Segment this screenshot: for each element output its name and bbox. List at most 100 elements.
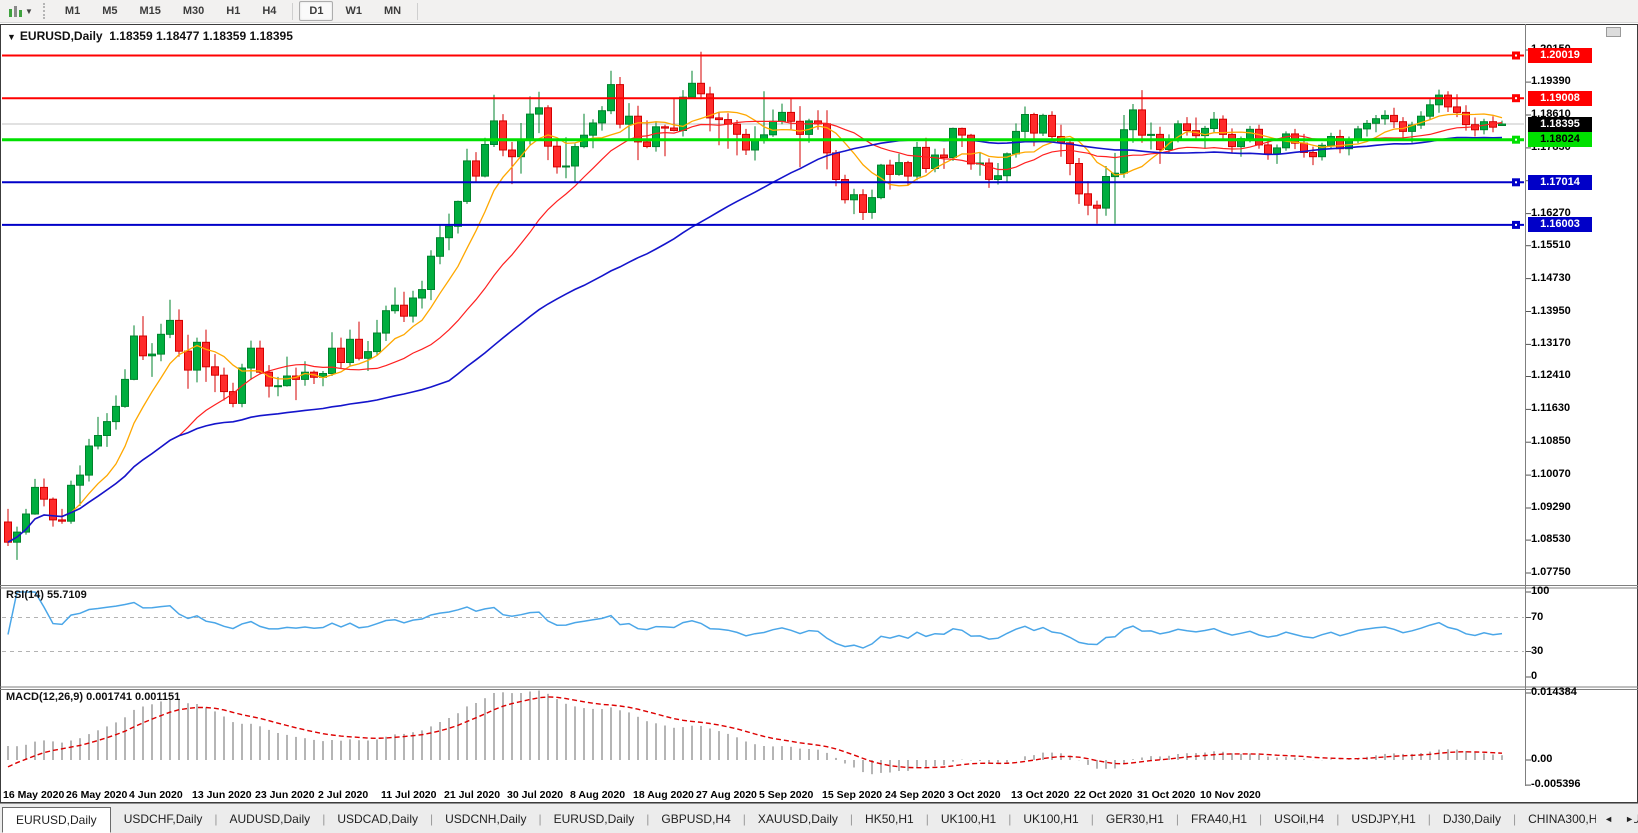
price-axis-tick-label: 1.12410 (1531, 369, 1571, 381)
tab-separator: | (214, 811, 218, 826)
time-axis-date-label: 2 Jul 2020 (318, 789, 369, 801)
time-axis-date-label: 23 Jun 2020 (255, 789, 315, 801)
tab-separator: | (1090, 811, 1094, 826)
timeframe-button-d1[interactable]: D1 (299, 1, 334, 21)
ohlc-low: 1.18359 (202, 29, 247, 43)
timeframe-button-m1[interactable]: M1 (64, 5, 81, 17)
rsi-axis-tick-label: 0 (1531, 670, 1538, 682)
timeframe-button-m30[interactable]: M30 (182, 5, 205, 17)
chart-tab-uk100-h1[interactable]: UK100,H1 (940, 811, 997, 826)
chart-tool-dropdown[interactable]: ▼ (3, 1, 37, 21)
price-axis-tick-label: 1.08530 (1531, 533, 1571, 545)
hline-price-label[interactable]: 1.16003 (1528, 217, 1592, 232)
chart-canvas[interactable] (0, 24, 1638, 786)
time-axis-date-label: 13 Jun 2020 (192, 789, 252, 801)
current-price-label: 1.18395 (1528, 117, 1592, 132)
toolbar-grip-handle[interactable] (42, 3, 46, 19)
tab-separator: | (646, 811, 650, 826)
chart-tab-hk50-h1[interactable]: HK50,H1 (865, 811, 914, 826)
chart-tab-gbpusd-h4[interactable]: GBPUSD,H4 (661, 811, 731, 826)
time-axis-date-label: 8 Aug 2020 (570, 789, 626, 801)
hline-price-label[interactable]: 1.19008 (1528, 91, 1592, 106)
caret-down-icon: ▼ (25, 6, 33, 16)
time-axis-date-label: 5 Sep 2020 (759, 789, 814, 801)
chart-tab-xauusd-daily[interactable]: XAUUSD,Daily (757, 811, 838, 826)
timeframe-button-m5[interactable]: M5 (102, 5, 118, 17)
price-axis-tick-label: 1.13950 (1531, 305, 1571, 317)
tabs-scroll-right-icon[interactable]: ► (1625, 814, 1634, 824)
time-axis-date-label: 31 Oct 2020 (1137, 789, 1196, 801)
time-axis-date-label: 16 May 2020 (3, 789, 65, 801)
tab-separator: | (538, 811, 542, 826)
chart-tab-ger30-h1[interactable]: GER30,H1 (1105, 811, 1164, 826)
scrollbar-stub[interactable] (1606, 27, 1621, 37)
rsi-axis-tick-label: 70 (1531, 611, 1544, 623)
chart-tab-dj30-daily[interactable]: DJ30,Daily (1442, 811, 1501, 826)
hline-price-label[interactable]: 1.18024 (1528, 132, 1592, 147)
rsi-axis-tick-label: 30 (1531, 645, 1544, 657)
tab-separator: | (925, 811, 929, 826)
tab-separator: | (430, 811, 434, 826)
chart-title: ▼ EURUSD,Daily 1.18359 1.18477 1.18359 1.… (7, 29, 293, 43)
time-axis-date-label: 21 Jul 2020 (444, 789, 501, 801)
price-axis-tick-label: 1.13170 (1531, 337, 1571, 349)
chart-tab-usdcad-daily[interactable]: USDCAD,Daily (337, 811, 418, 826)
toolbar-separator (417, 2, 419, 20)
chart-symbol-period: EURUSD,Daily (19, 29, 103, 43)
chart-tab-usdcnh-daily[interactable]: USDCNH,Daily (445, 811, 527, 826)
chart-tab-china300-h1[interactable]: CHINA300,H1 (1528, 811, 1605, 826)
hline-price-label[interactable]: 1.20019 (1528, 48, 1592, 63)
chart-tab-bar: EURUSD,Daily USDCHF,Daily | AUDUSD,Daily | US… (0, 803, 1638, 833)
price-axis-tick-label: 1.07750 (1531, 566, 1571, 578)
chart-tab-audusd-daily[interactable]: AUDUSD,Daily (229, 811, 311, 826)
tab-separator: | (322, 811, 326, 826)
hline-price-label[interactable]: 1.17014 (1528, 175, 1592, 190)
timeframe-button-h4[interactable]: H4 (262, 5, 277, 17)
timeframe-button-h1[interactable]: H1 (226, 5, 241, 17)
toolbar-separator (292, 2, 294, 20)
tab-separator: | (742, 811, 746, 826)
chart-tab-eurusd-daily[interactable]: EURUSD,Daily (2, 807, 111, 833)
candlestick-chart-icon (9, 6, 22, 17)
time-axis-date-label: 24 Sep 2020 (885, 789, 946, 801)
time-axis-date-label: 18 Aug 2020 (633, 789, 694, 801)
macd-indicator-label: MACD(12,26,9) 0.001741 0.001151 (6, 691, 181, 703)
time-axis-date-label: 3 Oct 2020 (948, 789, 1001, 801)
macd-axis-tick-label: 0.014384 (1531, 686, 1577, 698)
time-axis-date-label: 27 Aug 2020 (696, 789, 757, 801)
price-axis-tick-label: 1.15510 (1531, 239, 1571, 251)
timeframe-button-mn[interactable]: MN (383, 5, 402, 17)
ohlc-high: 1.18477 (156, 29, 200, 43)
timeframe-button-m15[interactable]: M15 (139, 5, 161, 17)
price-axis-tick-label: 1.16270 (1531, 207, 1571, 219)
chart-tab-usdchf-daily[interactable]: USDCHF,Daily (123, 811, 203, 826)
price-axis-tick-label: 1.10070 (1531, 468, 1571, 480)
tab-separator: | (849, 811, 854, 826)
chart-tab-usoil-h4[interactable]: USOil,H4 (1274, 811, 1325, 826)
time-axis-date-label: 10 Nov 2020 (1200, 789, 1261, 801)
chart-tab-uk100-h1[interactable]: UK100,H1 (1023, 811, 1079, 826)
price-axis-tick-label: 1.09290 (1531, 501, 1571, 513)
ohlc-close: 1.18395 (249, 29, 293, 43)
time-axis-date-label: 11 Jul 2020 (381, 789, 437, 801)
chart-tab-usoil-h1[interactable]: USOil,H1 (1620, 807, 1638, 831)
collapse-triangle-icon[interactable]: ▼ (7, 32, 16, 42)
time-axis-date-label: 13 Oct 2020 (1011, 789, 1070, 801)
chart-tab-eurusd-daily[interactable]: EURUSD,Daily (553, 811, 635, 826)
tabs-scroll-left-icon[interactable]: ◄ (1604, 814, 1614, 824)
price-axis-tick-label: 1.10850 (1531, 435, 1571, 447)
chart-tab-fra40-h1[interactable]: FRA40,H1 (1191, 811, 1248, 826)
macd-axis-tick-label: 0.00 (1531, 753, 1553, 765)
price-axis-tick-label: 1.19390 (1531, 75, 1571, 87)
tab-separator: | (1175, 811, 1180, 826)
ohlc-open: 1.18359 (109, 29, 153, 43)
tab-separator: | (1259, 811, 1263, 826)
tab-separator: | (1336, 811, 1340, 826)
price-axis-tick-label: 1.14730 (1531, 272, 1571, 284)
timeframe-button-w1[interactable]: W1 (345, 5, 362, 17)
time-axis-date-label: 4 Jun 2020 (129, 789, 183, 801)
timeframes-toolbar: ▼ M1 M5 M15 M30 H1 H4 D1 W1 MN (0, 0, 1638, 23)
tab-separator: | (1008, 811, 1012, 826)
chart-tab-usdjpy-h1[interactable]: USDJPY,H1 (1351, 811, 1416, 826)
